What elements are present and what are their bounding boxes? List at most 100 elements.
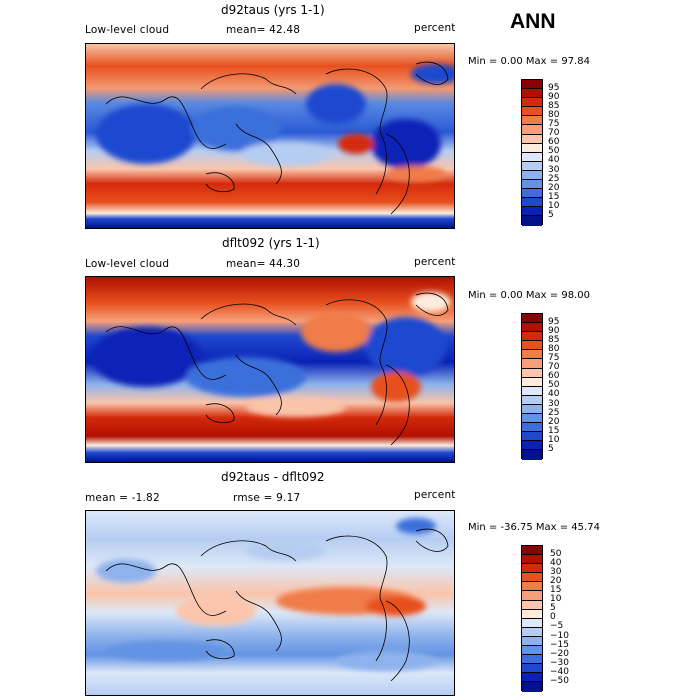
colorbar-swatch-8 <box>522 386 542 396</box>
colorbar-swatch-14 <box>522 441 542 451</box>
colorbar-swatch-9 <box>522 395 542 405</box>
colorbar-tick-label: 5 <box>548 210 554 220</box>
colorbar-tick-label: 25 <box>548 174 560 184</box>
colorbar-tick-label: 10 <box>550 594 562 604</box>
colorbar-tick-label: 85 <box>548 335 560 345</box>
map-field-svg <box>86 277 454 462</box>
minmax-label: Min = 0.00 Max = 98.00 <box>468 290 590 301</box>
colorbar <box>521 545 543 692</box>
colorbar-tick-label: 90 <box>548 326 560 336</box>
colorbar-swatch-11 <box>522 646 542 656</box>
colorbar-tick-label: −40 <box>550 667 569 677</box>
mean-label: mean = -1.82 <box>85 492 160 504</box>
colorbar-swatch-15 <box>522 450 542 460</box>
rmse-label: rmse = 9.17 <box>233 492 301 504</box>
colorbar-tick-label: −10 <box>550 631 569 641</box>
colorbar-swatch-4 <box>522 116 542 126</box>
colorbar-tick-label: 80 <box>548 110 560 120</box>
colorbar-tick-label: 70 <box>548 362 560 372</box>
colorbar-tick-label: 50 <box>548 146 560 156</box>
season-label: ANN <box>510 10 556 33</box>
colorbar-tick-label: −30 <box>550 658 569 668</box>
colorbar-swatch-5 <box>522 359 542 369</box>
colorbar-swatch-7 <box>522 143 542 153</box>
colorbar-swatch-11 <box>522 414 542 424</box>
colorbar-swatch-1 <box>522 555 542 565</box>
map-field-svg <box>86 44 454 228</box>
colorbar-swatch-1 <box>522 323 542 333</box>
colorbar-tick-label: 5 <box>548 444 554 454</box>
colorbar-swatch-12 <box>522 423 542 433</box>
panel-title: d92taus (yrs 1-1) <box>221 3 325 17</box>
colorbar-swatch-9 <box>522 627 542 637</box>
difference-map <box>85 510 455 696</box>
colorbar-swatch-13 <box>522 198 542 208</box>
colorbar-swatch-3 <box>522 341 542 351</box>
colorbar-swatch-5 <box>522 591 542 601</box>
colorbar-tick-label: 75 <box>548 119 560 129</box>
colorbar-swatch-4 <box>522 582 542 592</box>
colorbar-tick-label: 40 <box>548 155 560 165</box>
colorbar-swatch-2 <box>522 98 542 108</box>
colorbar-swatch-2 <box>522 564 542 574</box>
colorbar-swatch-12 <box>522 189 542 199</box>
colorbar-swatch-5 <box>522 125 542 135</box>
colorbar-tick-label: 0 <box>550 612 556 622</box>
colorbar-swatch-6 <box>522 600 542 610</box>
colorbar-tick-label: 15 <box>548 426 560 436</box>
colorbar-tick-label: 70 <box>548 128 560 138</box>
colorbar-tick-label: 10 <box>548 201 560 211</box>
mean-label: mean= 42.48 <box>226 24 301 36</box>
colorbar-swatch-15 <box>522 682 542 692</box>
colorbar-tick-label: −5 <box>550 621 564 631</box>
panel-title: dflt092 (yrs 1-1) <box>222 236 320 250</box>
colorbar-tick-label: 75 <box>548 353 560 363</box>
colorbar-tick-label: 50 <box>550 549 562 559</box>
mean-label: mean= 44.30 <box>226 258 301 270</box>
colorbar-swatch-9 <box>522 161 542 171</box>
colorbar-swatch-10 <box>522 636 542 647</box>
colorbar-swatch-15 <box>522 216 542 226</box>
colorbar-tick-label: 90 <box>548 92 560 102</box>
colorbar-swatch-10 <box>522 170 542 181</box>
colorbar-tick-label: 40 <box>548 389 560 399</box>
units-label: percent <box>414 256 456 268</box>
panel-title: d92taus - dflt092 <box>221 470 325 484</box>
colorbar-swatch-6 <box>522 134 542 144</box>
minmax-label: Min = -36.75 Max = 45.74 <box>468 522 600 533</box>
colorbar-tick-label: 20 <box>548 417 560 427</box>
map-field-svg <box>86 511 454 695</box>
colorbar-tick-label: 15 <box>548 192 560 202</box>
colorbar-tick-label: 95 <box>548 317 560 327</box>
colorbar-swatch-14 <box>522 207 542 217</box>
colorbar-tick-label: 15 <box>550 585 562 595</box>
colorbar-swatch-8 <box>522 152 542 162</box>
colorbar-swatch-1 <box>522 89 542 99</box>
colorbar-swatch-2 <box>522 332 542 342</box>
colorbar-tick-label: 95 <box>548 83 560 93</box>
colorbar-tick-label: 80 <box>548 344 560 354</box>
colorbar-swatch-7 <box>522 609 542 619</box>
colorbar-swatch-6 <box>522 368 542 378</box>
colorbar-tick-label: 20 <box>550 576 562 586</box>
colorbar-swatch-12 <box>522 655 542 665</box>
colorbar-tick-label: 40 <box>550 558 562 568</box>
colorbar-swatch-0 <box>522 80 542 90</box>
colorbar-tick-label: −50 <box>550 676 569 686</box>
colorbar-tick-label: 5 <box>550 603 556 613</box>
colorbar-swatch-3 <box>522 573 542 583</box>
colorbar-tick-label: 30 <box>548 165 560 175</box>
colorbar-swatch-7 <box>522 377 542 387</box>
cloud-map <box>85 276 455 463</box>
colorbar-swatch-0 <box>522 546 542 556</box>
colorbar-tick-label: 60 <box>548 371 560 381</box>
colorbar-tick-label: 30 <box>550 567 562 577</box>
colorbar-swatch-0 <box>522 314 542 324</box>
colorbar-tick-label: 85 <box>548 101 560 111</box>
colorbar-tick-label: 25 <box>548 408 560 418</box>
field-label: Low-level cloud <box>85 24 170 36</box>
colorbar-swatch-11 <box>522 180 542 190</box>
colorbar-swatch-10 <box>522 404 542 415</box>
colorbar-tick-label: −15 <box>550 640 569 650</box>
colorbar-swatch-3 <box>522 107 542 117</box>
